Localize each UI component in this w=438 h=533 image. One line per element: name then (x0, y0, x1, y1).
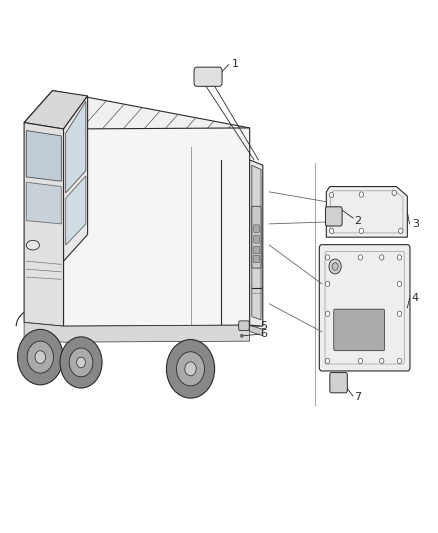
Polygon shape (26, 182, 61, 224)
Circle shape (325, 311, 330, 317)
Circle shape (392, 190, 396, 196)
Circle shape (329, 228, 334, 233)
FancyBboxPatch shape (252, 206, 261, 268)
Circle shape (166, 340, 215, 398)
Polygon shape (66, 101, 86, 193)
Polygon shape (26, 131, 61, 181)
Circle shape (330, 212, 337, 221)
Polygon shape (24, 91, 250, 160)
Text: 7: 7 (354, 392, 361, 401)
Polygon shape (64, 128, 250, 326)
Circle shape (379, 255, 384, 260)
Polygon shape (252, 165, 261, 320)
FancyBboxPatch shape (254, 246, 259, 254)
Circle shape (27, 341, 53, 373)
Circle shape (243, 324, 245, 327)
Circle shape (325, 255, 330, 260)
Circle shape (397, 358, 402, 364)
FancyBboxPatch shape (325, 207, 342, 226)
Polygon shape (250, 325, 263, 336)
Ellipse shape (26, 240, 39, 250)
Circle shape (18, 329, 63, 385)
Circle shape (397, 255, 402, 260)
Circle shape (35, 351, 46, 364)
FancyBboxPatch shape (334, 309, 385, 351)
Polygon shape (24, 91, 88, 129)
Polygon shape (66, 176, 86, 245)
Text: 1: 1 (232, 59, 239, 69)
Polygon shape (24, 123, 64, 326)
Circle shape (185, 362, 196, 376)
Circle shape (329, 259, 341, 274)
Circle shape (329, 192, 334, 198)
FancyBboxPatch shape (330, 373, 347, 393)
Polygon shape (24, 322, 250, 342)
Circle shape (60, 337, 102, 388)
Circle shape (335, 378, 343, 387)
Circle shape (397, 281, 402, 287)
Circle shape (359, 228, 364, 233)
Circle shape (359, 192, 364, 197)
Circle shape (397, 311, 402, 317)
Text: 4: 4 (412, 294, 419, 303)
Circle shape (379, 358, 384, 364)
Polygon shape (326, 187, 407, 237)
Circle shape (77, 357, 85, 368)
FancyBboxPatch shape (254, 225, 259, 232)
Polygon shape (64, 96, 88, 261)
Circle shape (325, 358, 330, 364)
Circle shape (399, 228, 403, 233)
FancyBboxPatch shape (254, 236, 259, 243)
FancyBboxPatch shape (239, 321, 249, 330)
Text: 3: 3 (412, 219, 419, 229)
FancyBboxPatch shape (319, 245, 410, 371)
Polygon shape (250, 160, 263, 326)
FancyBboxPatch shape (194, 67, 222, 86)
Text: 5: 5 (260, 321, 267, 331)
Circle shape (358, 358, 363, 364)
Circle shape (240, 334, 243, 337)
FancyBboxPatch shape (254, 255, 259, 263)
Text: 2: 2 (354, 216, 361, 226)
Circle shape (69, 348, 93, 377)
Circle shape (358, 255, 363, 260)
Circle shape (177, 352, 205, 386)
Circle shape (332, 263, 338, 270)
Text: 6: 6 (260, 329, 267, 339)
Circle shape (325, 281, 330, 287)
